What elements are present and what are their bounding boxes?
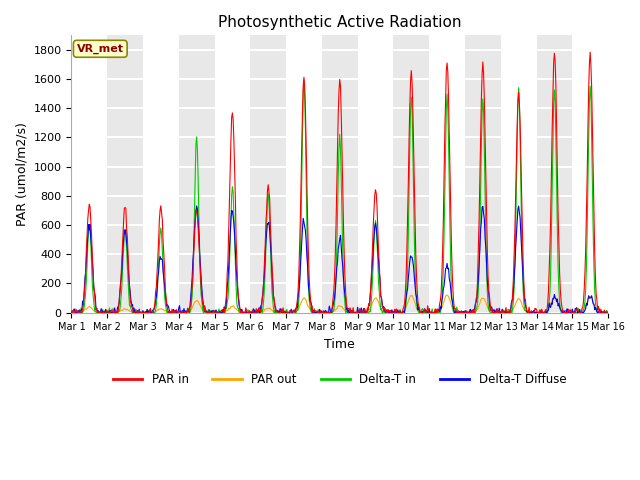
X-axis label: Time: Time (324, 338, 355, 351)
Title: Photosynthetic Active Radiation: Photosynthetic Active Radiation (218, 15, 461, 30)
Bar (358, 36, 394, 312)
Bar (143, 36, 179, 312)
Bar (572, 36, 608, 312)
Bar (286, 36, 322, 312)
Text: VR_met: VR_met (77, 44, 124, 54)
Bar (72, 36, 107, 312)
Bar (214, 36, 250, 312)
Bar (500, 36, 536, 312)
Legend: PAR in, PAR out, Delta-T in, Delta-T Diffuse: PAR in, PAR out, Delta-T in, Delta-T Dif… (108, 368, 572, 391)
Bar (429, 36, 465, 312)
Y-axis label: PAR (umol/m2/s): PAR (umol/m2/s) (15, 122, 28, 226)
